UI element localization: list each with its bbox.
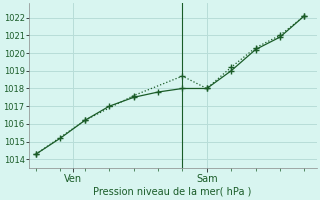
X-axis label: Pression niveau de la mer( hPa ): Pression niveau de la mer( hPa ) [93,187,252,197]
